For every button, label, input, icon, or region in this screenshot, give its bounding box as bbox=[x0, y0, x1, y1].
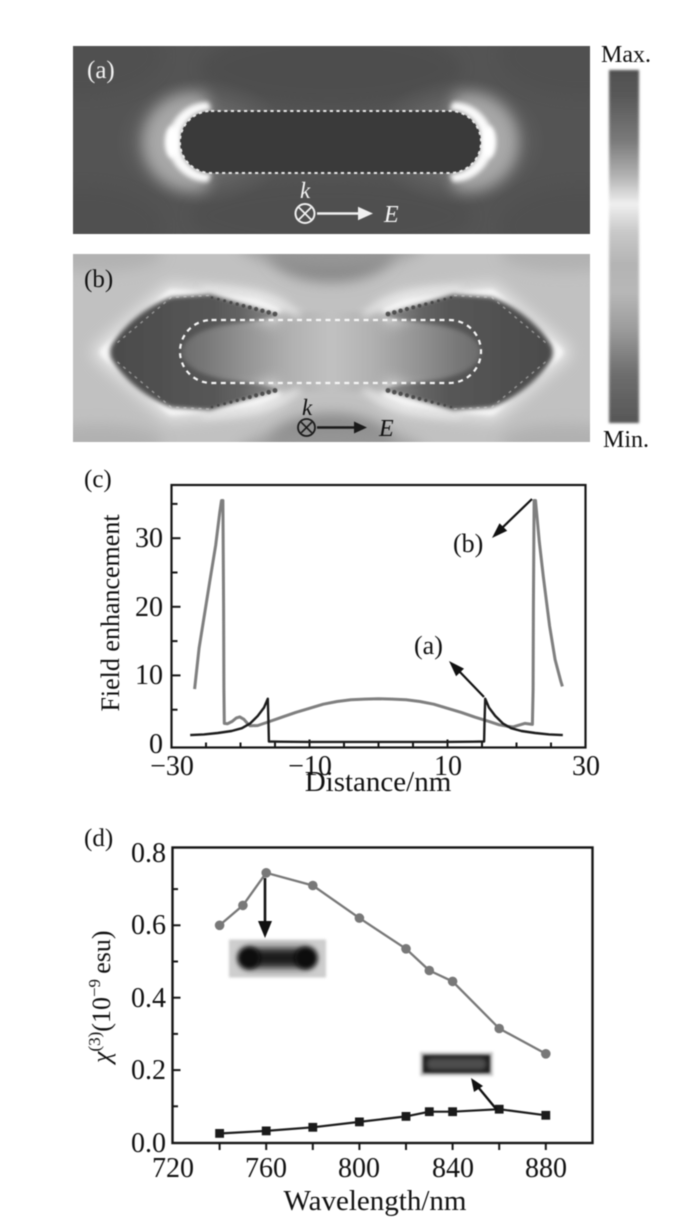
svg-text:(b): (b) bbox=[453, 529, 483, 558]
svg-text:E: E bbox=[378, 416, 394, 442]
svg-text:20: 20 bbox=[135, 592, 163, 623]
svg-text:k: k bbox=[302, 395, 313, 420]
svg-text:k: k bbox=[300, 178, 311, 203]
svg-text:E: E bbox=[383, 202, 399, 228]
svg-text:0.8: 0.8 bbox=[131, 838, 166, 869]
svg-text:760: 760 bbox=[245, 1153, 287, 1184]
svg-text:χ(3)(10−9 esu): χ(3)(10−9 esu) bbox=[85, 930, 116, 1066]
svg-text:(d): (d) bbox=[84, 825, 113, 852]
svg-text:0.0: 0.0 bbox=[131, 1128, 166, 1159]
svg-text:(b): (b) bbox=[84, 266, 113, 293]
svg-text:−30: −30 bbox=[150, 751, 194, 782]
svg-text:0: 0 bbox=[149, 729, 163, 760]
svg-text:30: 30 bbox=[572, 751, 600, 782]
svg-text:Field enhancement: Field enhancement bbox=[96, 514, 125, 712]
svg-text:Max.: Max. bbox=[601, 42, 651, 68]
svg-text:800: 800 bbox=[338, 1153, 380, 1184]
svg-text:Distance/nm: Distance/nm bbox=[305, 766, 452, 798]
svg-text:Min.: Min. bbox=[603, 427, 649, 453]
svg-text:30: 30 bbox=[135, 523, 163, 554]
svg-text:0.2: 0.2 bbox=[131, 1055, 166, 1086]
svg-text:840: 840 bbox=[432, 1153, 474, 1184]
svg-text:0.4: 0.4 bbox=[131, 983, 166, 1014]
svg-text:10: 10 bbox=[135, 660, 163, 691]
svg-text:10: 10 bbox=[434, 751, 462, 782]
svg-text:−10: −10 bbox=[288, 751, 332, 782]
svg-text:0.6: 0.6 bbox=[131, 910, 166, 941]
svg-text:720: 720 bbox=[152, 1153, 194, 1184]
svg-text:(a): (a) bbox=[87, 57, 115, 84]
svg-text:(c): (c) bbox=[84, 466, 112, 493]
svg-text:880: 880 bbox=[525, 1153, 567, 1184]
svg-text:Wavelength/nm: Wavelength/nm bbox=[284, 1185, 467, 1217]
svg-text:(a): (a) bbox=[414, 631, 443, 660]
